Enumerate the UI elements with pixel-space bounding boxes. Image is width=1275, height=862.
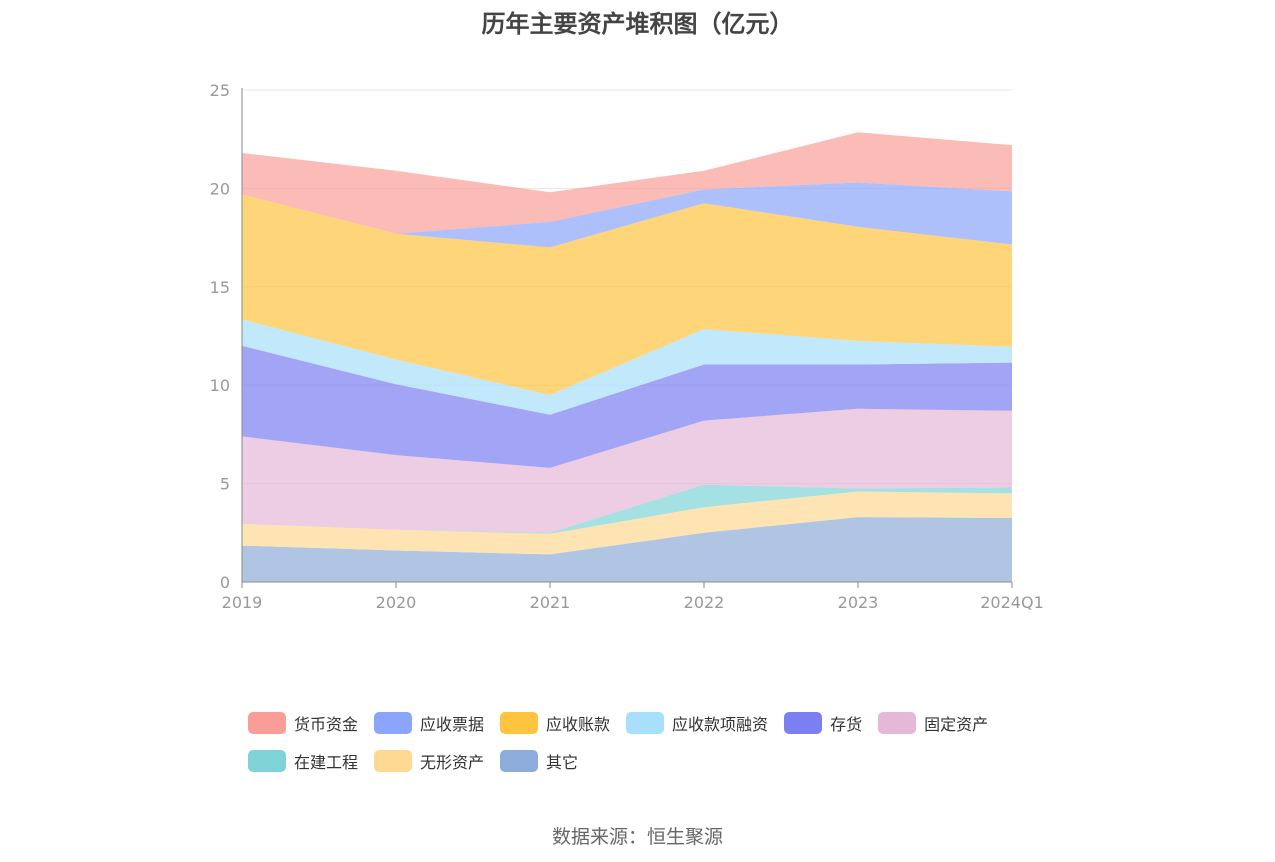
x-tick-label: 2020	[376, 593, 417, 612]
x-tick-label: 2023	[838, 593, 879, 612]
y-tick-label: 5	[220, 475, 230, 494]
legend-item[interactable]: 其它	[500, 749, 578, 773]
legend-item[interactable]: 应收账款	[500, 711, 610, 735]
legend-label: 应收款项融资	[672, 715, 769, 734]
area-存货	[242, 345, 1012, 468]
area-固定资产	[242, 408, 1012, 533]
area-应收账款	[242, 194, 1012, 395]
legend-row: 货币资金 应收票据 应收账款 应收款项融资 存货 固定资产	[248, 708, 1048, 738]
legend-swatch	[248, 750, 286, 772]
legend-label: 货币资金	[294, 715, 359, 734]
y-tick-label: 25	[210, 81, 230, 100]
legend-swatch	[374, 712, 413, 734]
area-其它	[242, 517, 1012, 582]
y-tick-label: 20	[210, 179, 230, 198]
chart-title: 历年主要资产堆积图（亿元）	[481, 10, 794, 38]
axes	[241, 88, 1013, 588]
y-tick-label: 0	[220, 573, 230, 592]
legend-label: 固定资产	[924, 715, 989, 734]
legend-item[interactable]: 应收票据	[374, 711, 484, 735]
area-应收款项融资	[242, 319, 1012, 415]
legend-swatch	[784, 712, 823, 734]
legend-swatch	[374, 750, 413, 772]
area-无形资产	[242, 491, 1012, 555]
y-axis-ticks: 0 5 10 15 20 25	[210, 81, 230, 592]
legend-swatch	[878, 712, 917, 734]
data-source: 数据来源：恒生聚源	[551, 826, 723, 848]
x-tick-label: 2021	[530, 593, 571, 612]
legend-swatch	[248, 712, 286, 734]
legend-swatch	[500, 712, 539, 734]
legend-item[interactable]: 货币资金	[248, 711, 358, 735]
legend-row: 在建工程 无形资产 其它	[248, 746, 1048, 776]
legend-item[interactable]: 应收款项融资	[626, 711, 768, 735]
x-tick-label: 2024Q1	[980, 593, 1044, 612]
legend-swatch	[500, 750, 539, 772]
legend-label: 应收账款	[546, 715, 611, 734]
legend-item[interactable]: 无形资产	[374, 749, 484, 773]
legend-label: 存货	[830, 715, 863, 734]
legend: 货币资金 应收票据 应收账款 应收款项融资 存货 固定资产 在建工程 无形资产 其它	[248, 708, 1048, 784]
legend-swatch	[626, 712, 665, 734]
legend-label: 应收票据	[420, 715, 485, 734]
x-axis-ticks: 2019 2020 2021 2022 2023 2024Q1	[222, 593, 1044, 612]
legend-item[interactable]: 存货	[784, 711, 862, 735]
stacked-area-chart: 0 5 10 15 20 25 2019 2020 2021 2022 2023 2024Q1	[210, 81, 1044, 612]
area-货币资金	[242, 132, 1012, 234]
area-在建工程	[242, 484, 1012, 534]
y-tick-label: 15	[210, 278, 230, 297]
x-tick-label: 2019	[222, 593, 263, 612]
legend-item[interactable]: 在建工程	[248, 749, 358, 773]
legend-label: 在建工程	[294, 753, 359, 772]
area-series	[242, 132, 1012, 582]
legend-label: 无形资产	[420, 753, 485, 772]
x-tick-label: 2022	[684, 593, 725, 612]
y-tick-label: 10	[210, 376, 230, 395]
area-应收票据	[242, 182, 1012, 248]
legend-label: 其它	[546, 753, 579, 772]
legend-item[interactable]: 固定资产	[878, 711, 988, 735]
